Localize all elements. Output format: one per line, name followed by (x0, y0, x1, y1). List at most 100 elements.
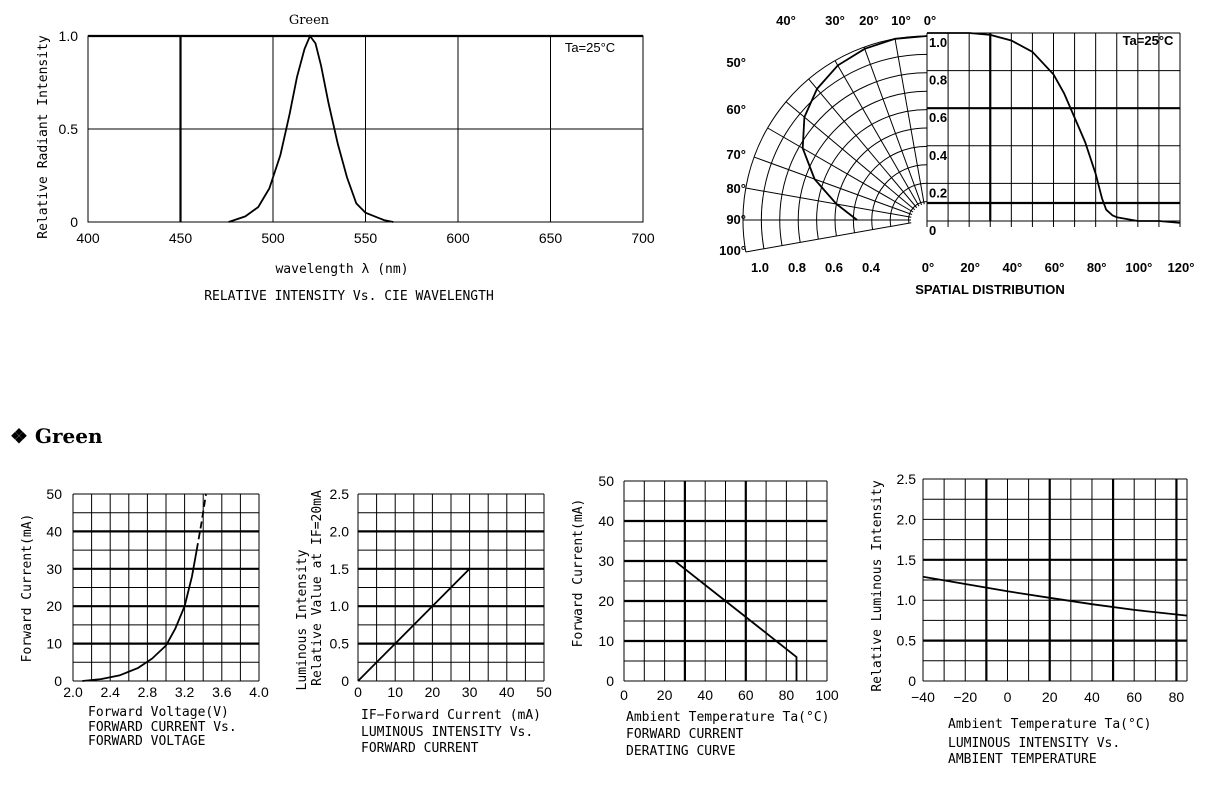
y-tick-label: 40 (46, 523, 62, 539)
diamond-bullet-icon: ❖ (10, 424, 28, 448)
x-tick-label: 20° (960, 260, 980, 275)
temperature-annotation: Ta=25°C (565, 40, 615, 55)
x-tick-label: −40 (911, 689, 935, 705)
y-tick-label: 2.5 (897, 471, 917, 487)
series-forward-voltage (195, 493, 207, 551)
y-tick-label: 0.5 (59, 121, 79, 137)
polar-spoke (745, 187, 912, 218)
polar-radius-label: 0.4 (862, 260, 881, 275)
polar-angle-label: 100° (719, 243, 746, 258)
y-axis-label: Luminous Intensity (295, 549, 310, 690)
chart-caption: AMBIENT TEMPERATURE (948, 752, 1097, 767)
y-tick-label: 1.0 (330, 598, 350, 614)
x-tick-label: 450 (169, 230, 193, 246)
polar-spoke (767, 127, 914, 213)
chart-caption: FORWARD CURRENT Vs. (88, 720, 237, 735)
y-tick-label: 50 (598, 473, 614, 489)
y-tick-label: 0.5 (330, 636, 350, 652)
polar-angle-label: 40° (776, 13, 796, 28)
x-tick-label: −20 (953, 689, 977, 705)
chart-caption: LUMINOUS INTENSITY Vs. (361, 725, 533, 740)
polar-curve (801, 35, 928, 221)
y-tick-label: 50 (46, 486, 62, 502)
x-tick-label: 10 (387, 684, 403, 700)
y-tick-label: 0 (70, 214, 78, 230)
y-tick-label: 40 (598, 513, 614, 529)
y-tick-label: 1.5 (897, 552, 917, 568)
y-axis-label: Relative Value at IF=20mA (310, 490, 325, 686)
x-tick-label: 80° (1087, 260, 1107, 275)
x-tick-label: 60 (738, 687, 754, 703)
x-axis-label: wavelength λ (nm) (275, 262, 408, 277)
y-axis-label: Relative Luminous Intensity (870, 480, 885, 691)
x-tick-label: 30 (462, 684, 478, 700)
polar-spoke (834, 60, 920, 207)
y-tick-label: 30 (598, 553, 614, 569)
polar-spoke (863, 46, 922, 206)
x-tick-label: 2.8 (138, 684, 158, 700)
x-axis-label: Ambient Temperature Ta(°C) (626, 710, 830, 725)
x-axis-label: IF−Forward Current (mA) (361, 708, 541, 723)
polar-spoke (808, 78, 918, 209)
x-tick-label: 600 (446, 230, 470, 246)
inner-value-label: 0.6 (929, 110, 947, 125)
inner-value-label: 0 (929, 223, 936, 238)
series-forward-current (357, 568, 471, 682)
x-tick-label: 50 (536, 684, 552, 700)
polar-angle-label: 90° (726, 212, 746, 227)
x-tick-label: 40° (1002, 260, 1022, 275)
y-tick-label: 0 (908, 673, 916, 689)
polar-radius-label: 0.6 (825, 260, 843, 275)
x-tick-label: 40 (697, 687, 713, 703)
x-tick-label: 550 (354, 230, 378, 246)
x-tick-label: 80 (779, 687, 795, 703)
x-tick-label: 20 (425, 684, 441, 700)
chart-caption: FORWARD CURRENT (361, 741, 479, 756)
inner-value-label: 0.8 (929, 73, 947, 88)
chart-caption: FORWARD CURRENT (626, 727, 744, 742)
x-tick-label: 80 (1169, 689, 1185, 705)
series-ambient-temperature (922, 575, 1188, 617)
x-axis-label: Forward Voltage(V) (88, 705, 229, 720)
chart-caption: FORWARD VOLTAGE (88, 734, 205, 749)
y-axis-label: Forward Current(mA) (20, 514, 35, 663)
series-derating (624, 560, 798, 681)
y-tick-label: 0.5 (897, 633, 917, 649)
x-tick-label: 120° (1168, 260, 1195, 275)
spectrum-curve (228, 34, 394, 223)
y-tick-label: 30 (46, 561, 62, 577)
x-tick-label: 650 (539, 230, 563, 246)
x-tick-label: 0 (354, 684, 362, 700)
x-tick-label: 100° (1125, 260, 1152, 275)
temperature-annotation: Ta=25°C (1123, 33, 1174, 48)
section-title: Green (34, 424, 103, 448)
x-tick-label: 3.2 (175, 684, 195, 700)
polar-spoke (894, 38, 925, 205)
inner-value-label: 1.0 (929, 35, 947, 50)
y-tick-label: 10 (598, 633, 614, 649)
x-tick-label: 0 (1004, 689, 1012, 705)
inner-value-label: 0.4 (929, 148, 948, 163)
polar-spoke (753, 156, 913, 215)
polar-angle-label: 0° (924, 13, 936, 28)
x-tick-label: 20 (657, 687, 673, 703)
chart-caption: SPATIAL DISTRIBUTION (915, 282, 1065, 297)
inner-value-label: 0.2 (929, 185, 947, 200)
x-tick-label: 4.0 (249, 684, 269, 700)
y-axis-label: Forward Current(mA) (571, 499, 586, 648)
chart-title: Green (289, 13, 330, 28)
x-tick-label: 60 (1126, 689, 1142, 705)
y-tick-label: 0 (341, 673, 349, 689)
polar-angle-label: 80° (726, 181, 746, 196)
y-tick-label: 0 (54, 673, 62, 689)
y-axis-label: Relative Radiant Intensity (36, 35, 51, 239)
x-tick-label: 0 (620, 687, 628, 703)
polar-angle-label: 30° (825, 13, 845, 28)
y-tick-label: 2.5 (330, 486, 350, 502)
y-tick-label: 10 (46, 636, 62, 652)
x-tick-label: 40 (1084, 689, 1100, 705)
polar-angle-label: 20° (859, 13, 879, 28)
y-tick-label: 2.0 (330, 523, 350, 539)
y-tick-label: 1.5 (330, 561, 350, 577)
